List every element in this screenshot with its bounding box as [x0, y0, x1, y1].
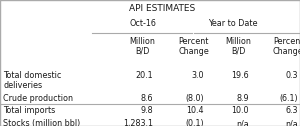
- Text: Year to Date: Year to Date: [208, 19, 257, 28]
- Text: n/a: n/a: [286, 119, 298, 126]
- Text: (6.1): (6.1): [280, 94, 298, 103]
- Text: Million
B/D: Million B/D: [226, 37, 251, 56]
- Text: Total imports: Total imports: [3, 106, 55, 115]
- Text: 19.6: 19.6: [231, 71, 249, 80]
- Text: 10.4: 10.4: [187, 106, 204, 115]
- Text: 8.6: 8.6: [140, 94, 153, 103]
- Text: Percent
Change: Percent Change: [273, 37, 300, 56]
- Text: 6.3: 6.3: [286, 106, 298, 115]
- Text: 20.1: 20.1: [135, 71, 153, 80]
- Text: Total domestic
deliveries: Total domestic deliveries: [3, 71, 61, 90]
- Text: 8.9: 8.9: [236, 94, 249, 103]
- Text: 0.3: 0.3: [286, 71, 298, 80]
- Text: 1,283.1: 1,283.1: [123, 119, 153, 126]
- Text: Crude production: Crude production: [3, 94, 73, 103]
- Text: 3.0: 3.0: [191, 71, 204, 80]
- Text: 9.8: 9.8: [140, 106, 153, 115]
- Text: Oct-16: Oct-16: [129, 19, 156, 28]
- Text: (8.0): (8.0): [185, 94, 204, 103]
- Text: API ESTIMATES: API ESTIMATES: [129, 4, 195, 13]
- Text: 10.0: 10.0: [232, 106, 249, 115]
- Text: n/a: n/a: [236, 119, 249, 126]
- Text: Million
B/D: Million B/D: [130, 37, 155, 56]
- Text: Percent
Change: Percent Change: [178, 37, 209, 56]
- Text: Stocks (million bbl): Stocks (million bbl): [3, 119, 80, 126]
- Text: (0.1): (0.1): [185, 119, 204, 126]
